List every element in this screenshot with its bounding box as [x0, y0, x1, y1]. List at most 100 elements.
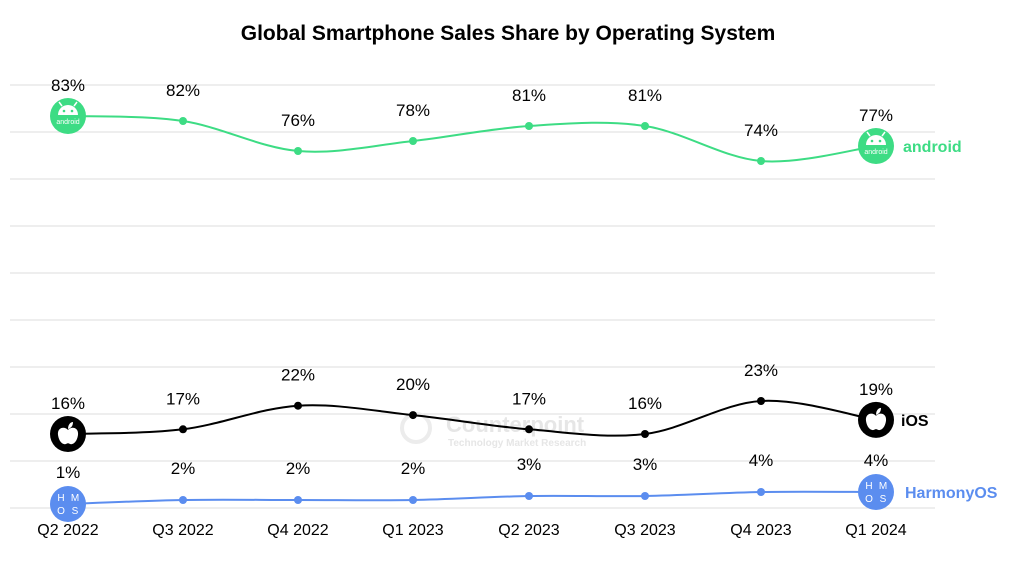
data-label: 4% — [749, 451, 774, 470]
hmos-letter: O — [57, 506, 65, 517]
android-head — [866, 135, 886, 145]
data-label: 20% — [396, 375, 430, 394]
watermark-tagline: Technology Market Research — [448, 438, 586, 449]
legend-label: android — [903, 139, 962, 156]
android-icon-text: android — [864, 149, 887, 156]
hmos-letter: O — [865, 494, 873, 505]
data-point — [179, 117, 187, 125]
data-label: 3% — [517, 455, 542, 474]
data-label: 77% — [859, 106, 893, 125]
hmos-icon-badge — [50, 486, 86, 522]
hmos-letter: S — [72, 506, 79, 517]
chart-title: Global Smartphone Sales Share by Operati… — [240, 22, 776, 45]
data-point — [641, 430, 649, 438]
data-point — [294, 496, 302, 504]
data-point — [409, 411, 417, 420]
android-eye — [870, 139, 874, 143]
data-label: 1% — [56, 463, 81, 482]
data-point — [525, 492, 533, 500]
data-label: 22% — [281, 366, 315, 385]
hmos-letter: H — [865, 481, 872, 492]
legend-label: iOS — [901, 413, 929, 430]
data-label: 16% — [51, 394, 85, 413]
hmos-letter: M — [879, 481, 887, 492]
hmos-letter: M — [71, 493, 79, 504]
hmos-icon-badge — [858, 474, 894, 510]
x-tick-label: Q3 2023 — [614, 522, 675, 539]
android-antenna — [58, 101, 63, 107]
data-label: 81% — [512, 86, 546, 105]
data-label: 2% — [286, 459, 311, 478]
data-label: 23% — [744, 361, 778, 380]
data-label: 2% — [401, 459, 426, 478]
series-line — [67, 399, 877, 437]
android-eye — [62, 109, 66, 113]
data-point — [757, 157, 765, 165]
data-point — [525, 425, 533, 434]
apple-body — [57, 427, 79, 445]
apple-leaf — [876, 407, 881, 415]
x-tick-label: Q3 2022 — [152, 522, 213, 539]
android-icon-badge — [858, 128, 894, 164]
data-label: 16% — [628, 394, 662, 413]
x-tick-label: Q1 2024 — [845, 522, 906, 539]
data-point — [641, 122, 649, 130]
gridlines — [10, 84, 935, 509]
x-tick-label: Q2 2023 — [498, 522, 559, 539]
x-tick-label: Q4 2023 — [730, 522, 791, 539]
data-point — [409, 496, 417, 504]
android-eye — [70, 109, 74, 113]
android-icon: android — [858, 128, 894, 164]
data-point — [641, 492, 649, 500]
data-label: 3% — [633, 455, 658, 474]
data-label: 76% — [281, 111, 315, 130]
android-eye — [878, 139, 882, 143]
x-axis: Q2 2022 Q3 2022 Q4 2022 Q1 2023 Q2 2023 Q3 20… — [37, 522, 906, 539]
x-tick-label: Q2 2022 — [37, 522, 98, 539]
watermark-logo-icon — [400, 412, 432, 444]
x-tick-label: Q4 2022 — [267, 522, 328, 539]
data-point — [179, 496, 187, 504]
data-label: 2% — [171, 459, 196, 478]
apple-leaf — [68, 422, 73, 429]
apple-body — [865, 413, 887, 431]
android-icon: android — [50, 98, 86, 134]
x-tick-label: Q1 2023 — [382, 522, 443, 539]
android-antenna — [866, 131, 871, 137]
data-point — [294, 401, 302, 410]
data-label: 82% — [166, 81, 200, 100]
series-line — [67, 490, 877, 505]
android-head — [58, 105, 78, 115]
legend-label: HarmonyOS — [905, 485, 998, 502]
apple-icon — [858, 401, 894, 438]
hmos-icon: H MO S — [50, 486, 86, 522]
data-point — [409, 137, 417, 145]
data-point — [757, 488, 765, 496]
android-icon-text: android — [56, 119, 79, 126]
data-label: 17% — [166, 389, 200, 408]
data-label: 81% — [628, 86, 662, 105]
hmos-icon: H MO S — [858, 474, 894, 510]
android-antenna — [881, 131, 886, 137]
data-point — [525, 122, 533, 130]
android-icon-badge — [50, 98, 86, 134]
data-label: 83% — [51, 76, 85, 95]
hmos-letter: S — [880, 494, 887, 505]
series-android: android android 83% 82% 76% 78% 81% 81% 74% 77% an… — [50, 76, 962, 165]
data-label: 78% — [396, 101, 430, 120]
series-line — [67, 115, 877, 163]
series-ios: 16% 17% 22% 20% 17% 16% 23% 19% iOS — [50, 361, 929, 452]
data-label: 19% — [859, 380, 893, 399]
data-label: 74% — [744, 121, 778, 140]
hmos-letter: H — [57, 493, 64, 504]
android-antenna — [73, 101, 78, 107]
data-point — [179, 425, 187, 434]
series-harmonyos: H MO SH MO S1% 2% 2% 2% 3% 3% 4% 4%HarmonyOS — [50, 451, 998, 522]
apple-icon — [50, 416, 86, 452]
data-label: 17% — [512, 389, 546, 408]
data-point — [757, 397, 765, 405]
data-point — [294, 147, 302, 155]
data-label: 4% — [864, 451, 889, 470]
